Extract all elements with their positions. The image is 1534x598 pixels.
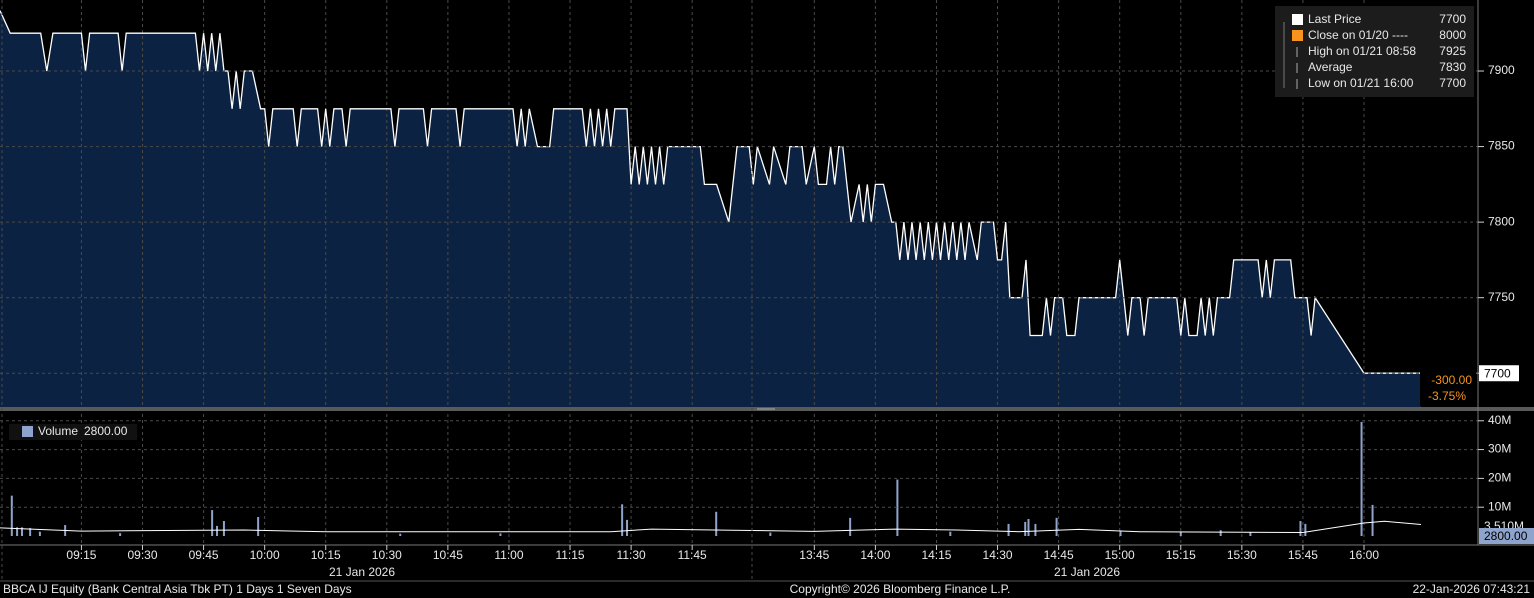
- volume-bar: [1299, 521, 1302, 536]
- volume-legend-box: [9, 424, 137, 440]
- volume-bar: [119, 533, 122, 536]
- x-tick-label: 11:00: [494, 548, 523, 562]
- volume-bar: [399, 533, 402, 536]
- volume-bar: [257, 516, 260, 536]
- x-tick-label: 11:30: [617, 548, 646, 562]
- y-tick-label: 10M: [1488, 499, 1511, 513]
- volume-bar: [1055, 517, 1058, 536]
- volume-bar: [1027, 519, 1030, 536]
- x-tick-label: 10:15: [311, 548, 341, 562]
- volume-bar: [1034, 523, 1037, 536]
- x-tick-label: 15:45: [1288, 548, 1318, 562]
- volume-bar: [769, 532, 772, 536]
- last-price-tag: [1479, 365, 1519, 382]
- x-tick-label: 14:00: [860, 548, 890, 562]
- legend-label[interactable]: Average: [1308, 60, 1353, 74]
- legend-swatch[interactable]: [1292, 14, 1303, 25]
- x-tick-label: 15:30: [1227, 548, 1257, 562]
- price-area: [0, 10, 1421, 408]
- volume-bar: [1024, 521, 1027, 536]
- volume-bar: [1219, 530, 1222, 536]
- x-tick-label: 13:45: [799, 548, 829, 562]
- legend-label[interactable]: Last Price: [1308, 12, 1362, 26]
- change-percent: -3.75%: [1428, 389, 1466, 403]
- date-label: 21 Jan 2026: [1054, 565, 1120, 579]
- last-volume-tag-label: 2800.00: [1484, 529, 1528, 543]
- volume-bar: [949, 531, 952, 536]
- legend-label[interactable]: Low on 01/21 16:00: [1308, 76, 1414, 90]
- legend-swatch[interactable]: [1292, 30, 1303, 41]
- y-tick-label: 30M: [1488, 442, 1511, 456]
- x-tick-label: 15:15: [1166, 548, 1196, 562]
- x-tick-label: 09:15: [66, 548, 96, 562]
- legend-label[interactable]: Close on 01/20 ----: [1308, 28, 1408, 42]
- y-tick-label: 7900: [1488, 63, 1515, 77]
- volume-bar: [849, 517, 852, 536]
- volume-bar: [1360, 421, 1363, 536]
- volume-bar: [20, 527, 23, 536]
- price-panel: [0, 0, 1478, 545]
- volume-bar: [38, 531, 41, 536]
- date-label: 21 Jan 2026: [329, 565, 395, 579]
- x-tick-label: 16:00: [1349, 548, 1379, 562]
- volume-panel: [0, 420, 1478, 536]
- x-tick-label: 10:30: [372, 548, 402, 562]
- footer-timestamp: 22-Jan-2026 07:43:21: [1413, 582, 1531, 596]
- x-tick-label: 11:45: [678, 548, 707, 562]
- volume-bar: [29, 527, 32, 536]
- legend-box: [1275, 6, 1474, 97]
- x-tick-label: 09:30: [127, 548, 157, 562]
- last-price-tag-label: 7700: [1484, 366, 1511, 380]
- footer-security: BBCA IJ Equity (Bank Central Asia Tbk PT…: [3, 582, 352, 596]
- change-value: -300.00: [1431, 373, 1472, 387]
- volume-bar: [1304, 523, 1307, 536]
- legend: Last Price 7700 Close on 01/20 ---- 8000 Hig…: [1275, 6, 1474, 97]
- legend-value: 7700: [1439, 76, 1466, 90]
- volume-average-line: [0, 520, 1422, 534]
- volume-bar: [626, 519, 629, 536]
- y-tick-label: 40M: [1488, 413, 1511, 427]
- volume-bar: [896, 479, 899, 536]
- legend-value: 8000: [1439, 28, 1466, 42]
- last-volume-tag: [1479, 528, 1534, 544]
- x-tick-label: 11:15: [555, 548, 584, 562]
- y-tick-label: 7800: [1488, 214, 1515, 228]
- change-box: [1420, 372, 1476, 406]
- volume-bar: [1119, 530, 1122, 536]
- x-tick-label: 14:15: [921, 548, 951, 562]
- x-tick-label: 10:45: [433, 548, 463, 562]
- volume-bar: [1371, 504, 1374, 536]
- volume-bar: [499, 533, 502, 536]
- x-tick-label: 09:45: [189, 548, 219, 562]
- legend-label[interactable]: High on 01/21 08:58: [1308, 44, 1416, 58]
- x-tick-label: 10:00: [250, 548, 280, 562]
- volume-bar: [16, 527, 19, 536]
- volume-bar: [1179, 531, 1182, 536]
- volume-legend-value: 2800.00: [84, 424, 128, 438]
- volume-bar: [222, 521, 225, 536]
- volume-bar: [621, 504, 624, 536]
- y-tick-label: 7850: [1488, 139, 1515, 153]
- x-tick-label: 14:45: [1044, 548, 1074, 562]
- x-tick-label: 15:00: [1105, 548, 1135, 562]
- y-tick-label: 7750: [1488, 290, 1515, 304]
- volume-bar: [1249, 531, 1252, 536]
- volume-legend-label[interactable]: Volume: [38, 424, 78, 438]
- volume-bar: [10, 495, 13, 536]
- volume-bar: [715, 511, 718, 536]
- volume-legend-swatch[interactable]: [22, 426, 33, 437]
- y-tick-label: 20M: [1488, 471, 1511, 485]
- legend-value: 7830: [1439, 60, 1466, 74]
- volume-bar: [1007, 523, 1010, 536]
- volume-bar: [211, 510, 214, 536]
- legend-value: 7700: [1439, 12, 1466, 26]
- legend-value: 7925: [1439, 44, 1466, 58]
- footer-copyright: Copyright© 2026 Bloomberg Finance L.P.: [790, 582, 1011, 596]
- price-line: [0, 10, 1421, 374]
- volume-bar: [216, 525, 219, 536]
- x-tick-label: 14:30: [983, 548, 1013, 562]
